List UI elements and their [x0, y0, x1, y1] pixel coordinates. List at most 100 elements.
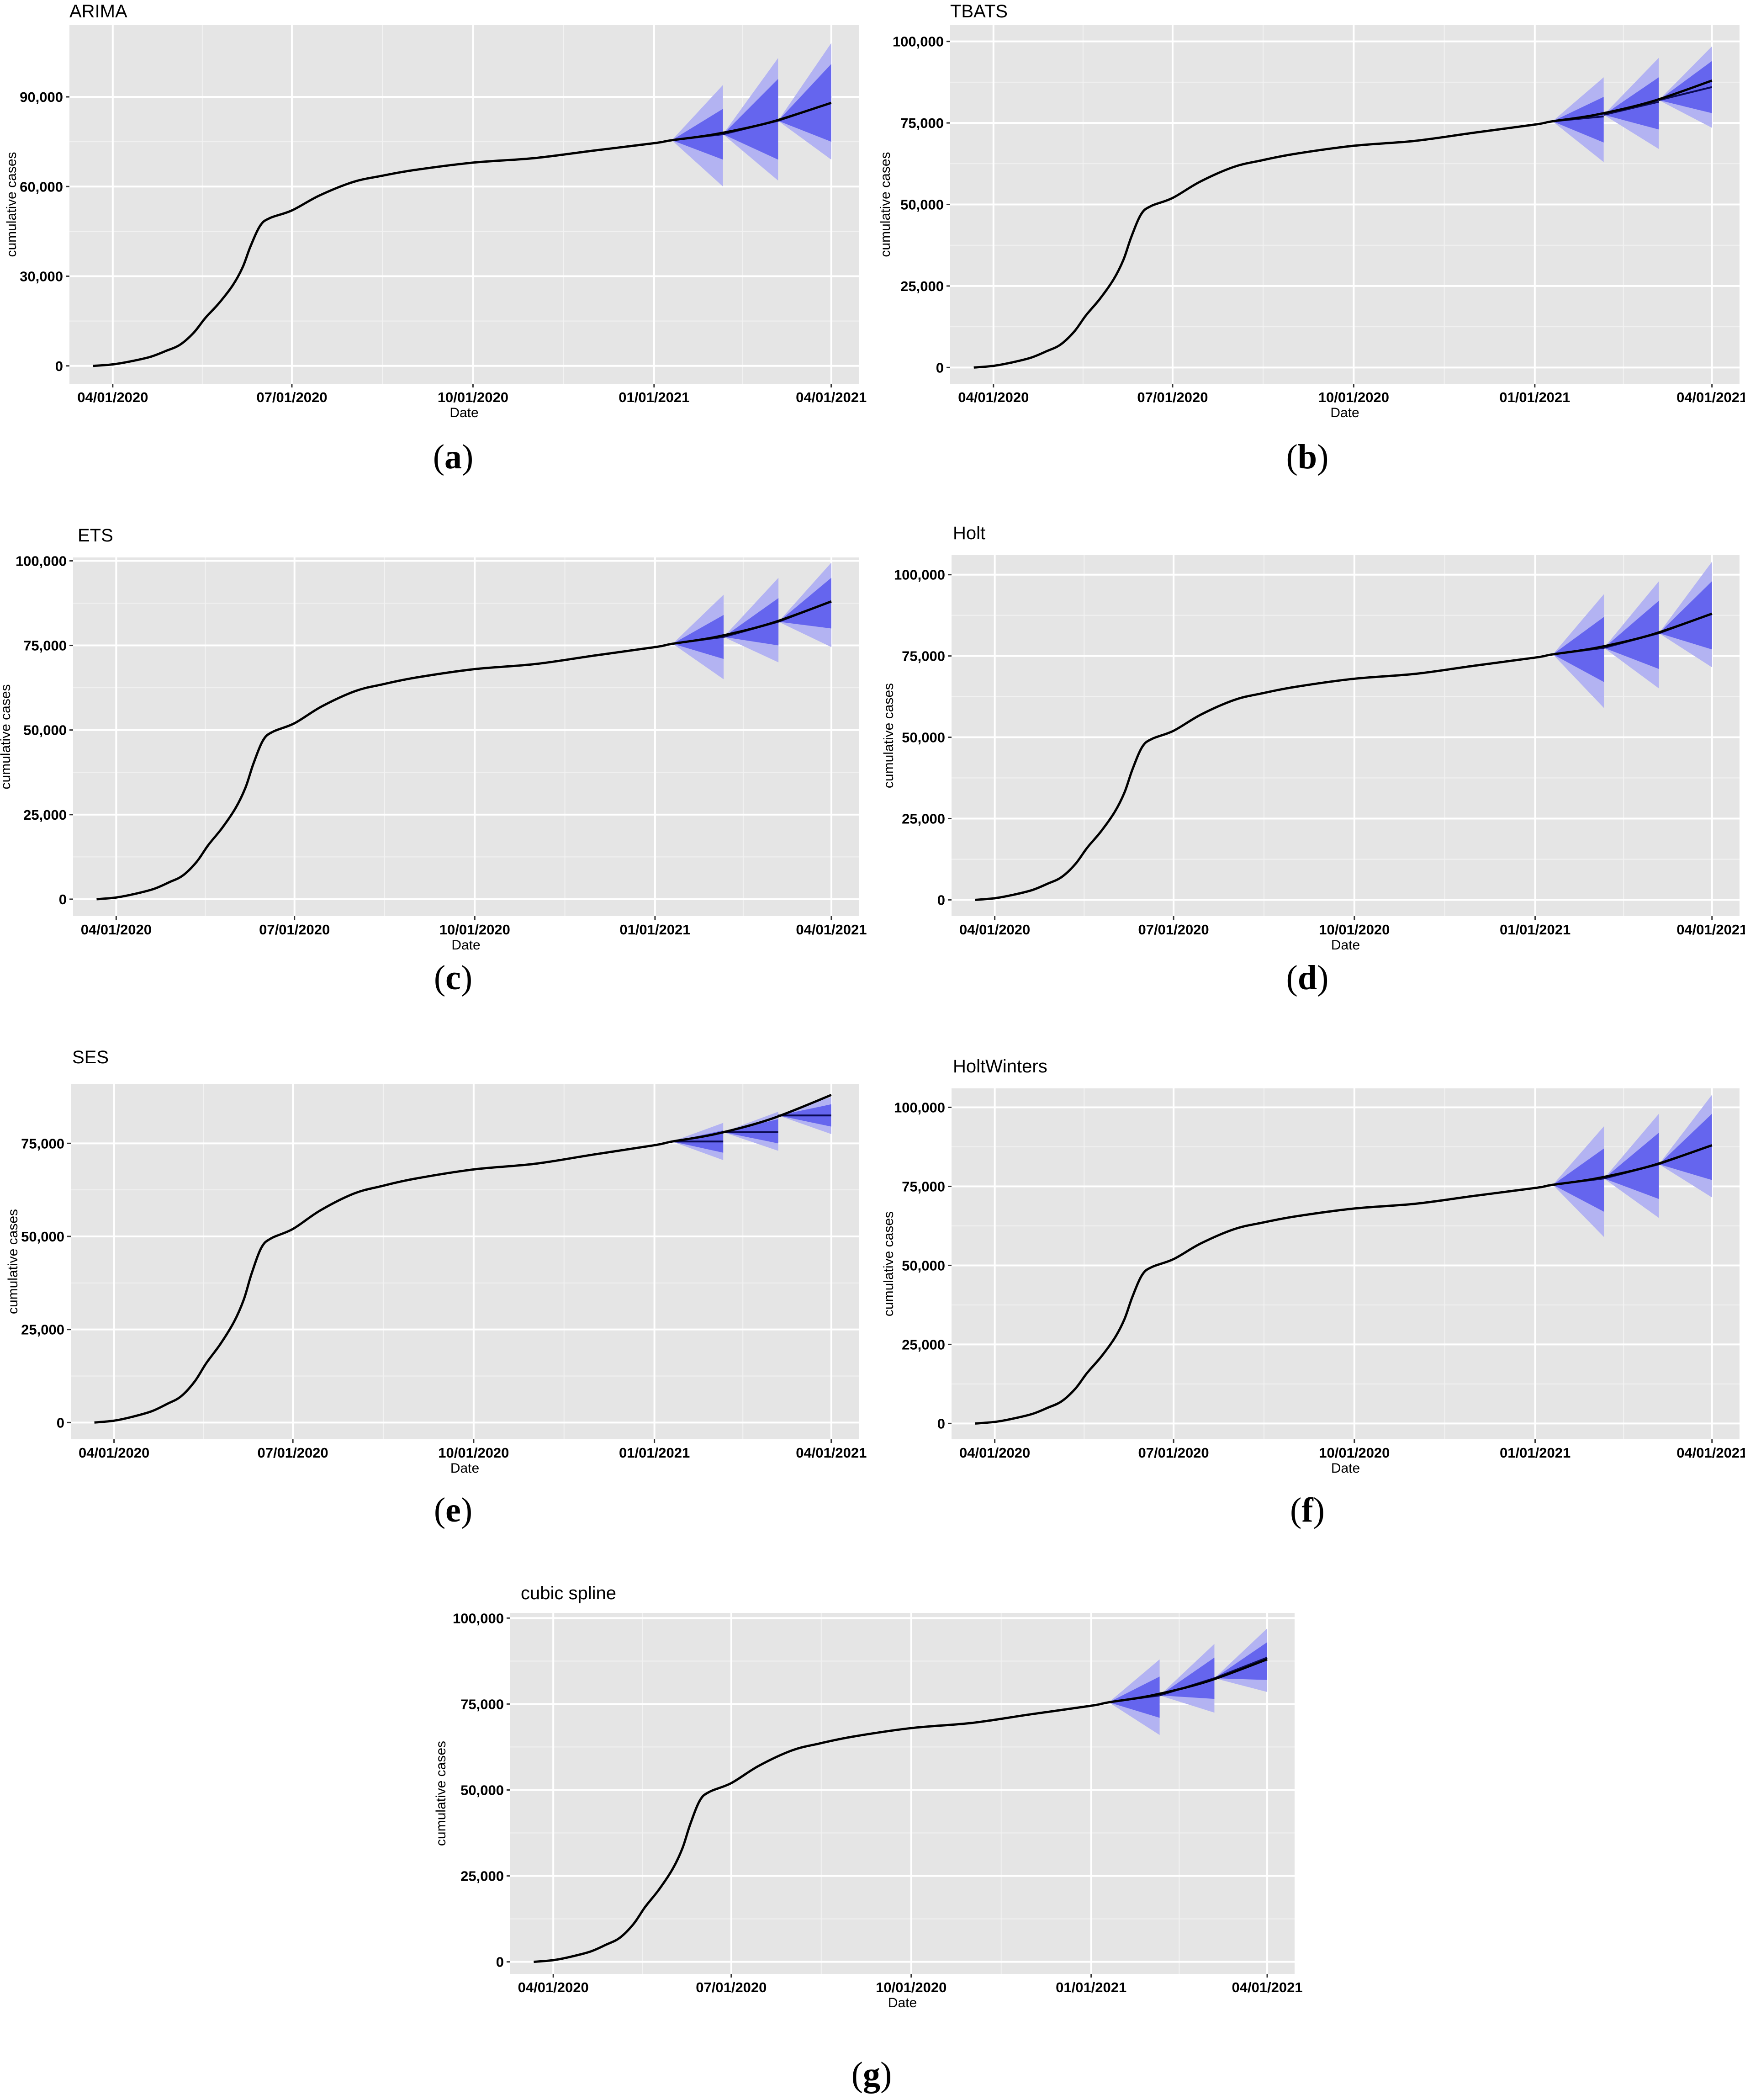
y-axis-label: cumulative cases	[4, 152, 19, 257]
forecast-inner-band	[1553, 1148, 1604, 1212]
forecast-inner-band	[672, 109, 723, 160]
panel-caption: (c)	[434, 959, 472, 997]
panel-caption: (f)	[1290, 1491, 1325, 1529]
forecast-inner-band	[1659, 1114, 1712, 1180]
chart-title: TBATS	[950, 1, 1008, 21]
y-axis-label: cumulative cases	[878, 152, 893, 257]
x-tick-label: 07/01/2020	[256, 389, 327, 405]
x-tick-label: 07/01/2020	[1138, 922, 1209, 938]
x-tick-label: 04/01/2021	[1676, 1445, 1745, 1461]
x-tick-label: 04/01/2020	[958, 389, 1029, 405]
x-tick-label: 04/01/2021	[796, 1445, 867, 1461]
y-tick-label: 50,000	[21, 1229, 64, 1245]
x-tick-label: 04/01/2021	[1232, 1979, 1302, 1995]
x-tick-label: 10/01/2020	[438, 1445, 509, 1461]
plot-area	[952, 555, 1740, 916]
cumulative-cases-line	[96, 600, 832, 901]
x-tick-label: 10/01/2020	[1319, 922, 1390, 938]
y-tick-label: 0	[496, 1954, 504, 1970]
cumulative-cases-line	[975, 612, 1713, 901]
x-tick-label: 10/01/2020	[1318, 389, 1389, 405]
forecast-inner-band	[723, 1119, 778, 1144]
y-tick-label: 75,000	[902, 648, 945, 664]
forecast-mean-line	[1603, 101, 1659, 116]
y-tick-label: 0	[937, 892, 945, 908]
forecast-inner-band	[1604, 600, 1659, 669]
x-tick-label: 01/01/2021	[619, 922, 690, 938]
forecast-inner-band	[1659, 61, 1712, 113]
forecast-inner-band	[1214, 1642, 1268, 1680]
x-tick-label: 07/01/2020	[1137, 389, 1208, 405]
y-tick-label: 0	[55, 358, 63, 374]
forecast-inner-band	[1109, 1676, 1160, 1718]
x-tick-label: 01/01/2021	[1500, 1445, 1570, 1461]
x-axis-label: Date	[1331, 1461, 1360, 1476]
y-tick-label: 60,000	[20, 179, 63, 195]
x-tick-label: 04/01/2020	[81, 922, 152, 938]
forecast-inner-band	[1603, 77, 1659, 130]
forecast-inner-band	[1659, 581, 1712, 650]
x-tick-label: 01/01/2021	[1500, 922, 1570, 938]
chart-title: cubic spline	[521, 1583, 616, 1603]
chart-panel-ses: 0 25,000 50,000 75,000 04/01/2020 07/01/2020 1…	[5, 1047, 867, 1529]
chart-panel-ets: 0 25,000 50,000 75,000 100,000 04/01/2020 07/0…	[0, 525, 867, 997]
x-tick-label: 07/01/2020	[258, 1445, 328, 1461]
panel-caption: (b)	[1286, 438, 1329, 476]
x-axis-label: Date	[449, 405, 478, 420]
x-tick-label: 10/01/2020	[438, 389, 508, 405]
y-tick-label: 100,000	[453, 1610, 504, 1626]
y-tick-label: 25,000	[23, 807, 67, 823]
y-axis-label: cumulative cases	[5, 1209, 21, 1314]
x-axis-label: Date	[450, 1461, 479, 1476]
y-tick-label: 30,000	[20, 269, 63, 285]
x-tick-label: 01/01/2021	[1056, 1979, 1126, 1995]
y-tick-label: 100,000	[894, 1100, 945, 1116]
y-axis-label: cumulative cases	[0, 684, 13, 789]
x-tick-label: 04/01/2021	[796, 922, 867, 938]
y-tick-label: 75,000	[902, 1178, 945, 1194]
y-tick-label: 75,000	[460, 1696, 504, 1712]
y-tick-label: 25,000	[902, 811, 945, 827]
y-tick-label: 75,000	[23, 638, 67, 654]
chart-panel-holt: 0 25,000 50,000 75,000 100,000 04/01/2020 07/0…	[881, 523, 1745, 997]
plot-area	[73, 557, 859, 916]
y-tick-label: 0	[936, 360, 944, 376]
y-tick-label: 50,000	[23, 722, 67, 738]
y-tick-label: 75,000	[900, 115, 944, 131]
cumulative-cases-line	[975, 1144, 1713, 1425]
y-tick-label: 0	[57, 1415, 64, 1431]
x-axis-label: Date	[1330, 405, 1359, 420]
x-tick-label: 04/01/2020	[959, 1445, 1030, 1461]
x-tick-label: 04/01/2021	[796, 389, 867, 405]
forecast-inner-band	[778, 64, 831, 142]
y-tick-label: 0	[59, 891, 67, 907]
x-tick-label: 04/01/2020	[959, 922, 1030, 938]
chart-title: Holt	[953, 523, 985, 543]
x-axis-label: Date	[1331, 938, 1360, 953]
y-tick-label: 25,000	[902, 1336, 945, 1352]
y-tick-label: 50,000	[902, 1257, 945, 1273]
x-tick-label: 01/01/2021	[619, 1445, 690, 1461]
y-axis-label: cumulative cases	[434, 1741, 449, 1846]
plot-area	[69, 25, 859, 384]
plot-area	[952, 1088, 1740, 1439]
panel-caption: (a)	[433, 438, 474, 476]
y-axis-label: cumulative cases	[881, 1211, 896, 1316]
y-tick-label: 100,000	[894, 567, 945, 583]
y-tick-label: 100,000	[893, 34, 944, 50]
cumulative-cases-line	[93, 101, 832, 367]
chart-panel-tbats: 0 25,000 50,000 75,000 100,000 04/01/2020 07/0…	[878, 1, 1745, 476]
cumulative-cases-line	[534, 1658, 1268, 1963]
x-tick-label: 04/01/2020	[79, 1445, 149, 1461]
x-axis-label: Date	[451, 938, 480, 953]
y-tick-label: 50,000	[460, 1782, 504, 1798]
forecast-mean-line	[1658, 86, 1713, 101]
chart-panel-holtwinters: 0 25,000 50,000 75,000 100,000 04/01/2020 07/0…	[881, 1056, 1745, 1529]
y-tick-label: 75,000	[21, 1135, 64, 1151]
x-tick-label: 01/01/2021	[619, 389, 689, 405]
y-tick-label: 0	[937, 1416, 945, 1432]
chart-title: SES	[72, 1047, 109, 1067]
x-tick-label: 04/01/2021	[1676, 922, 1745, 938]
panel-caption: (e)	[434, 1491, 472, 1529]
plot-area	[510, 1613, 1295, 1974]
